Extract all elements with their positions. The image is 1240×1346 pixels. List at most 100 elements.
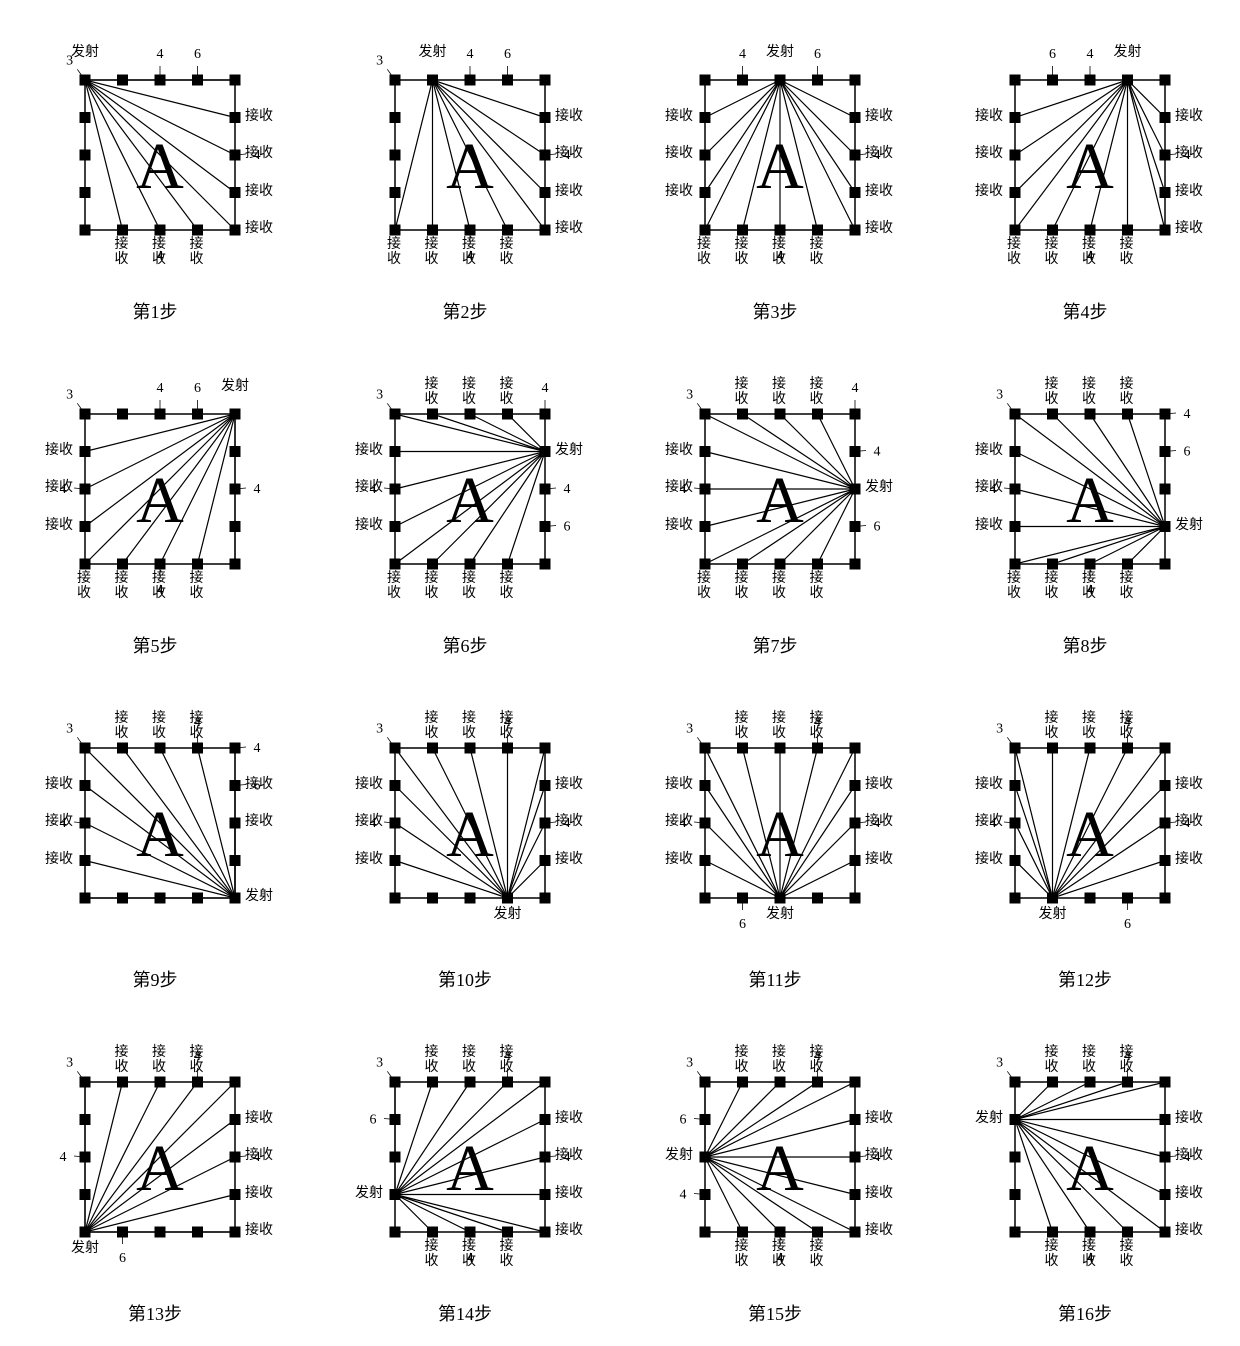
svg-text:4: 4 bbox=[157, 381, 164, 396]
receiver-label: 接 收 bbox=[810, 572, 824, 601]
receiver-label: 接收 bbox=[245, 110, 273, 125]
receiver-label: 接收 bbox=[865, 185, 893, 200]
receiver-label: 接收 bbox=[865, 222, 893, 237]
receiver-label: 接 收 bbox=[115, 712, 129, 741]
panel-caption: 第5步 bbox=[133, 632, 178, 658]
panel-step-15: A346444发射接 收接 收接 收接收接收接收接收接 收接 收接 收 bbox=[645, 1022, 905, 1282]
receiver-label: 接 收 bbox=[1082, 378, 1096, 407]
svg-text:4: 4 bbox=[542, 381, 549, 396]
panel-caption: 第15步 bbox=[748, 1300, 802, 1326]
svg-text:4: 4 bbox=[874, 445, 881, 460]
svg-text:3: 3 bbox=[686, 722, 693, 737]
emitter-label: 发射 bbox=[766, 46, 794, 61]
receiver-label: 接收 bbox=[1175, 185, 1203, 200]
receiver-label: 接 收 bbox=[1120, 1240, 1134, 1269]
svg-text:4: 4 bbox=[1184, 407, 1191, 422]
svg-text:A: A bbox=[136, 464, 184, 537]
receiver-label: 接收 bbox=[865, 147, 893, 162]
emitter-label: 发射 bbox=[766, 908, 794, 923]
receiver-label: 接收 bbox=[975, 444, 1003, 459]
receiver-label: 接 收 bbox=[772, 238, 786, 267]
receiver-label: 接收 bbox=[355, 481, 383, 496]
receiver-label: 接 收 bbox=[387, 572, 401, 601]
svg-text:4: 4 bbox=[157, 47, 164, 62]
receiver-label: 接 收 bbox=[462, 1240, 476, 1269]
emitter-label: 发射 bbox=[245, 890, 273, 905]
receiver-label: 接收 bbox=[665, 481, 693, 496]
panel-caption: 第9步 bbox=[133, 966, 178, 992]
svg-text:3: 3 bbox=[66, 1056, 73, 1071]
panel-caption: 第7步 bbox=[753, 632, 798, 658]
panel-caption: 第11步 bbox=[748, 966, 801, 992]
svg-text:4: 4 bbox=[1087, 47, 1094, 62]
receiver-label: 接收 bbox=[665, 815, 693, 830]
receiver-label: 接 收 bbox=[500, 1240, 514, 1269]
receiver-label: 接 收 bbox=[1120, 712, 1134, 741]
receiver-label: 接 收 bbox=[500, 712, 514, 741]
receiver-label: 接 收 bbox=[387, 238, 401, 267]
receiver-label: 接 收 bbox=[425, 378, 439, 407]
receiver-label: 接 收 bbox=[1120, 572, 1134, 601]
receiver-label: 接收 bbox=[1175, 1224, 1203, 1239]
svg-text:6: 6 bbox=[504, 47, 511, 62]
receiver-label: 接收 bbox=[865, 815, 893, 830]
panel-caption: 第13步 bbox=[128, 1300, 182, 1326]
receiver-label: 接收 bbox=[975, 778, 1003, 793]
receiver-label: 接 收 bbox=[1007, 572, 1021, 601]
svg-text:A: A bbox=[1066, 798, 1114, 871]
receiver-label: 接收 bbox=[355, 853, 383, 868]
emitter-label: 发射 bbox=[865, 481, 893, 496]
receiver-label: 接收 bbox=[245, 1187, 273, 1202]
panel-caption: 第12步 bbox=[1058, 966, 1112, 992]
receiver-label: 接 收 bbox=[500, 572, 514, 601]
svg-text:6: 6 bbox=[739, 917, 746, 932]
receiver-label: 接收 bbox=[665, 853, 693, 868]
svg-text:3: 3 bbox=[686, 1056, 693, 1071]
receiver-label: 接 收 bbox=[462, 572, 476, 601]
receiver-label: 接收 bbox=[975, 147, 1003, 162]
receiver-label: 接 收 bbox=[1120, 238, 1134, 267]
receiver-label: 接 收 bbox=[1045, 378, 1059, 407]
receiver-label: 接 收 bbox=[772, 572, 786, 601]
receiver-label: 接 收 bbox=[1082, 572, 1096, 601]
receiver-label: 接收 bbox=[1175, 222, 1203, 237]
receiver-label: 接收 bbox=[1175, 147, 1203, 162]
panel-step-7: A34464发射接 收接 收接 收接 收接 收接 收接 收接收接收接收 bbox=[645, 354, 905, 614]
receiver-label: 接收 bbox=[1175, 1112, 1203, 1127]
emitter-label: 发射 bbox=[555, 444, 583, 459]
svg-text:6: 6 bbox=[1124, 917, 1131, 932]
receiver-label: 接 收 bbox=[1082, 1240, 1096, 1269]
receiver-label: 接 收 bbox=[772, 1240, 786, 1269]
receiver-label: 接收 bbox=[865, 1224, 893, 1239]
emitter-label: 发射 bbox=[1114, 46, 1142, 61]
svg-text:A: A bbox=[1066, 1132, 1114, 1205]
emitter-label: 发射 bbox=[71, 1242, 99, 1257]
receiver-label: 接收 bbox=[865, 1149, 893, 1164]
receiver-label: 接 收 bbox=[115, 572, 129, 601]
emitter-label: 发射 bbox=[665, 1149, 693, 1164]
receiver-label: 接 收 bbox=[735, 378, 749, 407]
panel-caption: 第1步 bbox=[133, 298, 178, 324]
receiver-label: 接收 bbox=[555, 1112, 583, 1127]
receiver-label: 接 收 bbox=[810, 378, 824, 407]
panel-caption: 第16步 bbox=[1058, 1300, 1112, 1326]
emitter-label: 发射 bbox=[71, 46, 99, 61]
receiver-label: 接收 bbox=[975, 519, 1003, 534]
svg-text:6: 6 bbox=[1184, 445, 1191, 460]
receiver-label: 接 收 bbox=[735, 1046, 749, 1075]
svg-text:A: A bbox=[1066, 130, 1114, 203]
receiver-label: 接收 bbox=[555, 222, 583, 237]
receiver-label: 接收 bbox=[665, 110, 693, 125]
svg-text:3: 3 bbox=[376, 54, 383, 69]
receiver-label: 接 收 bbox=[810, 1046, 824, 1075]
emitter-label: 发射 bbox=[355, 1187, 383, 1202]
receiver-label: 接收 bbox=[245, 147, 273, 162]
svg-text:6: 6 bbox=[814, 47, 821, 62]
receiver-label: 接收 bbox=[665, 185, 693, 200]
receiver-label: 接收 bbox=[555, 778, 583, 793]
receiver-label: 接 收 bbox=[500, 1046, 514, 1075]
panel-step-5: A346444发射接 收接 收接 收接 收接收接收接收 bbox=[25, 354, 285, 614]
receiver-label: 接 收 bbox=[810, 712, 824, 741]
receiver-label: 接收 bbox=[865, 1112, 893, 1127]
receiver-label: 接收 bbox=[1175, 1149, 1203, 1164]
